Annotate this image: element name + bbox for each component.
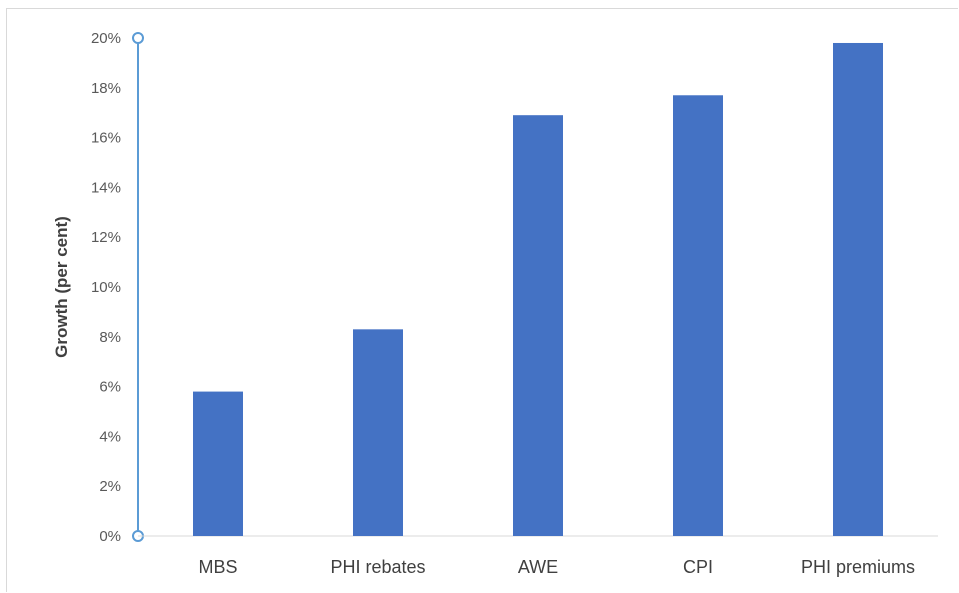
chart-area	[6, 8, 958, 592]
y-tick-label: 0%	[99, 528, 121, 545]
x-tick-labels: MBS PHI rebates AWE CPI PHI premiums	[198, 557, 915, 577]
y-axis[interactable]	[132, 32, 144, 542]
y-axis-handle-top[interactable]	[132, 32, 144, 44]
y-tick-label: 16%	[91, 130, 121, 147]
bar-awe	[513, 115, 563, 536]
x-tick-label: CPI	[683, 557, 713, 577]
y-tick-labels: 0% 2% 4% 6% 8% 10% 12% 14% 16% 18% 20%	[91, 30, 121, 545]
y-tick-label: 20%	[91, 30, 121, 47]
bar-phi-premiums	[833, 42, 883, 536]
x-tick-label: PHI rebates	[330, 557, 425, 577]
x-tick-label: MBS	[198, 557, 237, 577]
bars	[193, 42, 883, 537]
y-tick-label: 14%	[91, 179, 121, 196]
y-tick-label: 10%	[91, 279, 121, 296]
y-tick-label: 12%	[91, 229, 121, 246]
bar-mbs	[193, 391, 243, 536]
y-tick-label: 8%	[99, 329, 121, 346]
bar-cpi	[673, 95, 723, 537]
bar-phi-rebates	[353, 329, 403, 536]
x-tick-label: PHI premiums	[801, 557, 915, 577]
y-tick-label: 2%	[99, 478, 121, 495]
y-tick-label: 4%	[99, 428, 121, 445]
y-tick-label: 6%	[99, 379, 121, 396]
y-tick-label: 18%	[91, 80, 121, 97]
y-axis-title: Growth (per cent)	[52, 216, 71, 358]
x-tick-label: AWE	[518, 557, 558, 577]
